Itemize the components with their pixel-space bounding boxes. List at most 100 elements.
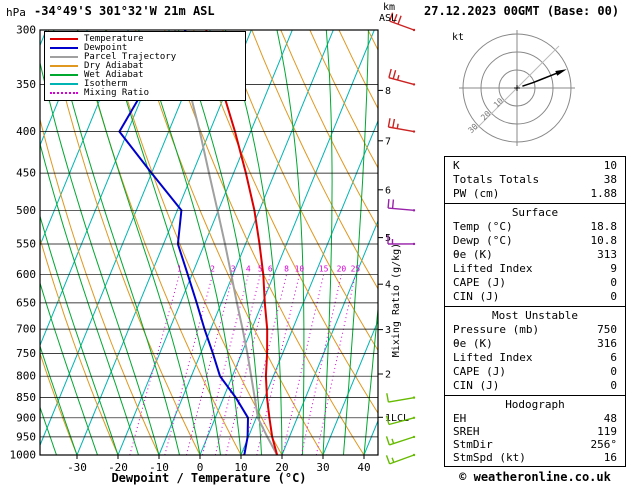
- mixing-ratio-axis-label: Mixing Ratio (g/kg): [391, 243, 402, 357]
- wind-barb-station-dot: [412, 83, 416, 86]
- stat-row: PW (cm) 1.88: [445, 187, 625, 201]
- isotherm-line: [199, 30, 375, 455]
- pressure-tick-label: 400: [16, 125, 36, 138]
- stat-row: Lifted Index 9: [445, 262, 625, 276]
- stat-name: θe (K): [453, 248, 493, 261]
- temp-tick-label: -20: [108, 461, 128, 474]
- stat-row: θe (K) 313: [445, 248, 625, 262]
- legend-item: Isotherm: [50, 80, 240, 89]
- stat-name: CIN (J): [453, 290, 500, 303]
- mixing-ratio-line: [186, 274, 234, 455]
- isotherm-line: [158, 30, 334, 455]
- stat-name: PW (cm): [453, 187, 500, 200]
- wind-barb-station-dot: [412, 396, 416, 399]
- pressure-tick-label: 900: [16, 411, 36, 424]
- wind-barb-icon: [387, 199, 415, 212]
- wet-adiabat-line: [40, 405, 57, 455]
- plot-border: [39, 29, 379, 456]
- km-tick-label: 8: [385, 86, 391, 97]
- isotherm-line: [0, 30, 5, 455]
- km-tick-label: 2: [385, 370, 391, 381]
- dry-adiabat-line: [280, 30, 378, 229]
- stat-value: 10.8: [590, 234, 618, 247]
- km-tick-label: 3: [385, 325, 391, 336]
- station-title: -34°49'S 301°32'W 21m ASL: [34, 4, 215, 18]
- wind-barb-station-dot: [412, 242, 416, 246]
- stat-name: Lifted Index: [453, 262, 533, 275]
- isotherm-line: [117, 30, 293, 455]
- pressure-tick-label: 300: [16, 24, 36, 37]
- wind-barb-icon: [387, 235, 415, 245]
- stat-value: 9: [610, 262, 617, 275]
- surface-header: Surface: [511, 206, 559, 219]
- pressure-tick-label: 500: [16, 204, 36, 217]
- hodograph-unit-label: kt: [452, 32, 464, 43]
- altitude-axis-unit-km: km: [383, 2, 396, 13]
- stat-row: EH 48: [445, 412, 625, 425]
- isotherm-line: [281, 219, 378, 455]
- mixing-ratio-line: [202, 274, 249, 455]
- pressure-tick-label: 600: [16, 268, 36, 281]
- km-tick-label: 7: [385, 136, 391, 147]
- stat-name: StmSpd (kt): [453, 451, 526, 464]
- stat-row: Temp (°C) 18.8: [445, 220, 625, 234]
- stat-value: 6: [610, 351, 617, 364]
- hodograph-ring-label: 20: [479, 109, 492, 122]
- legend-label: Wet Adiabat: [84, 70, 144, 80]
- legend-label: Parcel Trajectory: [84, 52, 177, 62]
- pressure-tick-label: 550: [16, 238, 36, 251]
- dry-adiabat-line: [40, 351, 78, 455]
- stat-name: CAPE (J): [453, 276, 506, 289]
- stat-row: CIN (J) 0: [445, 290, 625, 304]
- temp-tick-label: 0: [197, 461, 204, 474]
- wind-barb-station-dot: [412, 453, 416, 457]
- hodograph-ring-label: 10: [492, 96, 505, 109]
- legend-swatch: [50, 92, 78, 94]
- stat-value: 0: [610, 379, 617, 392]
- stat-value: 0: [610, 290, 617, 303]
- km-tick-label: 4: [385, 280, 391, 291]
- stat-name: Pressure (mb): [453, 323, 540, 336]
- stat-row: CIN (J) 0: [445, 379, 625, 393]
- wind-barb-icon: [388, 12, 415, 31]
- pressure-tick-label: 650: [16, 296, 36, 309]
- mixing-ratio-tick-label: 25: [351, 265, 361, 274]
- legend-swatch: [50, 47, 78, 49]
- dry-adiabat-line: [222, 30, 378, 352]
- mixing-ratio-tick-label: 4: [246, 265, 251, 274]
- stat-name: CIN (J): [453, 379, 500, 392]
- pressure-tick-label: 750: [16, 347, 36, 360]
- stat-value: 16: [603, 451, 617, 464]
- indices-box: K 10 Totals Totals 38 PW (cm) 1.88: [444, 156, 626, 204]
- mixing-ratio-tick-label: 2: [210, 265, 215, 274]
- legend-item: Dry Adiabat: [50, 62, 240, 71]
- legend-item: Temperature: [50, 35, 240, 44]
- mixing-ratio-tick-label: 1: [177, 265, 182, 274]
- stat-row: StmDir 256°: [445, 438, 625, 451]
- lcl-label: 1LCL: [385, 413, 409, 424]
- wind-barb-icon: [385, 415, 415, 426]
- wind-barb-station-dot: [412, 28, 416, 32]
- stat-value: 750: [597, 323, 617, 336]
- stat-value: 0: [610, 365, 617, 378]
- stat-row: Pressure (mb) 750: [445, 323, 625, 337]
- surface-box: Surface Temp (°C) 18.8 Dewp (°C) 10.8 θe (K)…: [444, 203, 626, 307]
- legend-label: Mixing Ratio: [84, 88, 150, 98]
- mixing-ratio-tick-label: 5: [258, 265, 263, 274]
- stat-name: K: [453, 159, 460, 172]
- wind-barb-icon: [388, 68, 415, 86]
- stat-value: 38: [603, 173, 617, 186]
- stat-row: Lifted Index 6: [445, 351, 625, 365]
- wind-barb-icon: [387, 118, 415, 133]
- pressure-axis-unit: hPa: [6, 6, 26, 19]
- stat-row: CAPE (J) 0: [445, 365, 625, 379]
- mixing-ratio-line: [225, 274, 271, 455]
- stat-value: 119: [597, 425, 617, 438]
- wind-barb-icon: [385, 436, 415, 446]
- wind-barb-station-dot: [412, 130, 416, 133]
- wind-barb-station-dot: [412, 435, 416, 439]
- legend-swatch: [50, 38, 78, 40]
- stat-row: Totals Totals 38: [445, 173, 625, 187]
- hodograph-trace: [522, 71, 561, 87]
- altitude-axis-unit-asl: ASL: [379, 13, 398, 24]
